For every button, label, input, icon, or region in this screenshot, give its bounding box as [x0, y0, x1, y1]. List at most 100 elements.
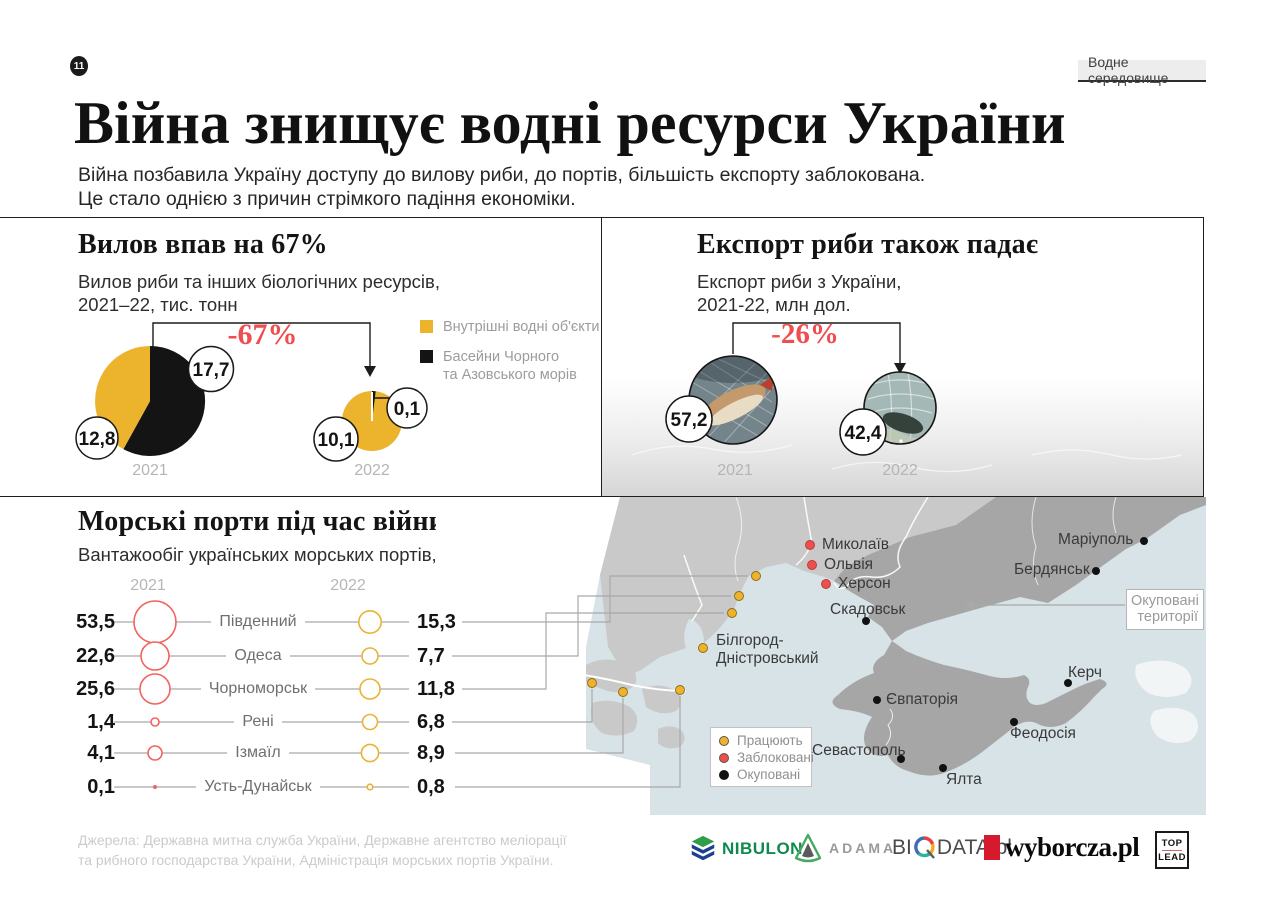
legend-label-inland: Внутрішні водні об'єкти — [443, 319, 600, 335]
adama-logo: ADAMA — [795, 833, 896, 863]
port-value-2021: 22,6 — [76, 645, 115, 667]
city-label-yevpatoriia: Євпаторія — [886, 691, 959, 708]
port-value-2021: 1,4 — [87, 711, 115, 733]
city-label-yalta: Ялта — [946, 771, 982, 788]
catch-panel-subtitle-line1: Вилов риби та інших біологічних ресурсів… — [78, 271, 441, 292]
ports-bubble-chart — [114, 537, 1148, 791]
bubble-57-2-value: 57,2 — [671, 410, 708, 431]
port-name: Південний — [176, 613, 340, 631]
city-label-mykolaiv: Миколаїв — [822, 536, 890, 553]
catch-change-label: -67% — [227, 318, 298, 351]
wyborcza-red-icon — [984, 835, 1000, 860]
city-label-mariupol: Маріуполь — [1058, 531, 1134, 548]
legend-swatch-inland — [420, 320, 433, 333]
port-value-2022: 8,9 — [417, 742, 445, 764]
page-subtitle-line2: Це стало однією з причин стрімкого падін… — [78, 188, 576, 210]
legend-swatch-seas — [420, 350, 433, 363]
bubbles-2021 — [133, 600, 177, 761]
bubble-10-1-value: 10,1 — [318, 430, 355, 451]
port-value-2021: 25,6 — [76, 678, 115, 700]
legend-dot-blocked — [719, 752, 729, 763]
city-label-skadovsk: Скадовськ — [830, 601, 906, 618]
pie-2021-seas-slice — [123, 345, 206, 456]
far-coast — [1135, 660, 1199, 743]
danube-river — [583, 674, 687, 692]
city-label-kerch: Керч — [1068, 664, 1103, 681]
panel-right-border — [1203, 217, 1204, 497]
city-label-kherson: Херсон — [838, 575, 891, 592]
legend-label-blocked: Заблоковані — [737, 750, 814, 765]
legend-dot-working — [719, 735, 729, 746]
catch-legend: Внутрішні водні об'єкти Басейни Чорного … — [420, 318, 605, 396]
city-label-sevastopol: Севастополь — [812, 742, 906, 759]
port-value-2021: 0,1 — [87, 776, 115, 798]
sources-text: Джерела: Державна митна служба України, … — [78, 832, 567, 868]
map-legend: Працюють Заблоковані Окуповані — [710, 727, 814, 787]
crimea-border — [885, 708, 894, 746]
nibulon-logo: NIBULON — [688, 835, 803, 863]
port-value-2021: 4,1 — [87, 742, 115, 764]
change-bracket — [152, 322, 371, 367]
port-value-2021: 53,5 — [76, 611, 115, 633]
blocked-port-dots — [805, 540, 831, 589]
catch-panel-title: Вилов впав на 67% — [78, 229, 328, 260]
port-name: Усть-Дунайськ — [176, 778, 340, 796]
map-connectors — [452, 575, 1125, 788]
ports-section-title: Морські порти під час війни — [78, 506, 445, 537]
export-chart: 57,2 42,4 2021 2022 — [631, 322, 1183, 479]
city-label-olviia: Ольвія — [824, 556, 874, 573]
crimea-occupied — [832, 641, 1107, 776]
occupied-mainland — [834, 497, 1206, 641]
catch-pie-chart: 12,8 17,7 10,1 0,1 2021 2022 — [75, 322, 428, 479]
arrow-down-icon — [364, 366, 376, 377]
wyborcza-logo: wyborcza.pl — [984, 832, 1140, 863]
port-value-2022: 6,8 — [417, 711, 445, 733]
bubble-17-7 — [187, 345, 235, 393]
page-subtitle-line1: Війна позбавила Україну доступу до вилов… — [78, 164, 926, 186]
bubble-42-4 — [839, 408, 887, 456]
port-name: Ізмаїл — [176, 744, 340, 762]
city-label-berdiansk: Бердянськ — [1014, 561, 1090, 578]
bubble-12-8 — [75, 416, 119, 460]
page-title: Війна знищує водні ресурси України — [74, 90, 1066, 156]
port-name: Чорноморськ — [176, 680, 340, 698]
legend-label-occupied: Окуповані — [737, 767, 801, 782]
export-year-2022: 2022 — [882, 462, 918, 479]
ports-col-2021: 2021 — [130, 577, 166, 594]
panel-divider — [601, 217, 602, 497]
catch-year-2022: 2022 — [354, 462, 390, 479]
bubble-0-1 — [386, 387, 428, 429]
legend-label-seas: Басейни Чорного та Азовського морів — [443, 349, 577, 383]
occupied-pointer-arrow-icon — [964, 600, 974, 610]
export-change-label: -26% — [771, 318, 839, 350]
legend-label-working: Працюють — [737, 733, 803, 748]
working-port-dots — [587, 571, 761, 697]
city-label-feodosiia: Феодосія — [1010, 725, 1076, 742]
biqdata-q-icon — [914, 836, 935, 859]
export-change-bracket — [732, 322, 901, 364]
fish-photo-2022-ring — [863, 371, 937, 445]
region-borders — [734, 497, 1117, 586]
arrow-down-icon — [894, 363, 906, 374]
port-name: Рені — [176, 713, 340, 731]
export-panel-subtitle-line2: 2021-22, млн дол. — [697, 294, 851, 315]
toplead-logo: TOP LEAD — [1155, 831, 1189, 869]
occupied-port-dots — [862, 537, 1148, 772]
port-value-2022: 7,7 — [417, 645, 445, 667]
bubble-17-7-value: 17,7 — [193, 360, 230, 381]
faded-map-borders — [631, 444, 1183, 473]
export-panel-subtitle-line1: Експорт риби з України, — [697, 271, 902, 292]
city-label-bilhorod: Білгород- Дністровський — [716, 632, 819, 667]
export-year-2021: 2021 — [717, 462, 753, 479]
bubbles-2022 — [357, 610, 382, 791]
legend-dot-occupied — [719, 769, 729, 780]
toplead-divider — [1162, 849, 1182, 851]
category-tag: Водне середовище — [1078, 54, 1206, 86]
bubble-42-4-value: 42,4 — [845, 423, 882, 444]
port-value-2022: 11,8 — [417, 678, 455, 700]
occupied-territories-label: Окуповані території — [1126, 589, 1204, 630]
port-name: Одеса — [176, 647, 340, 665]
bubble-0-1-value: 0,1 — [394, 399, 421, 420]
page-number-badge: 11 — [70, 56, 88, 76]
